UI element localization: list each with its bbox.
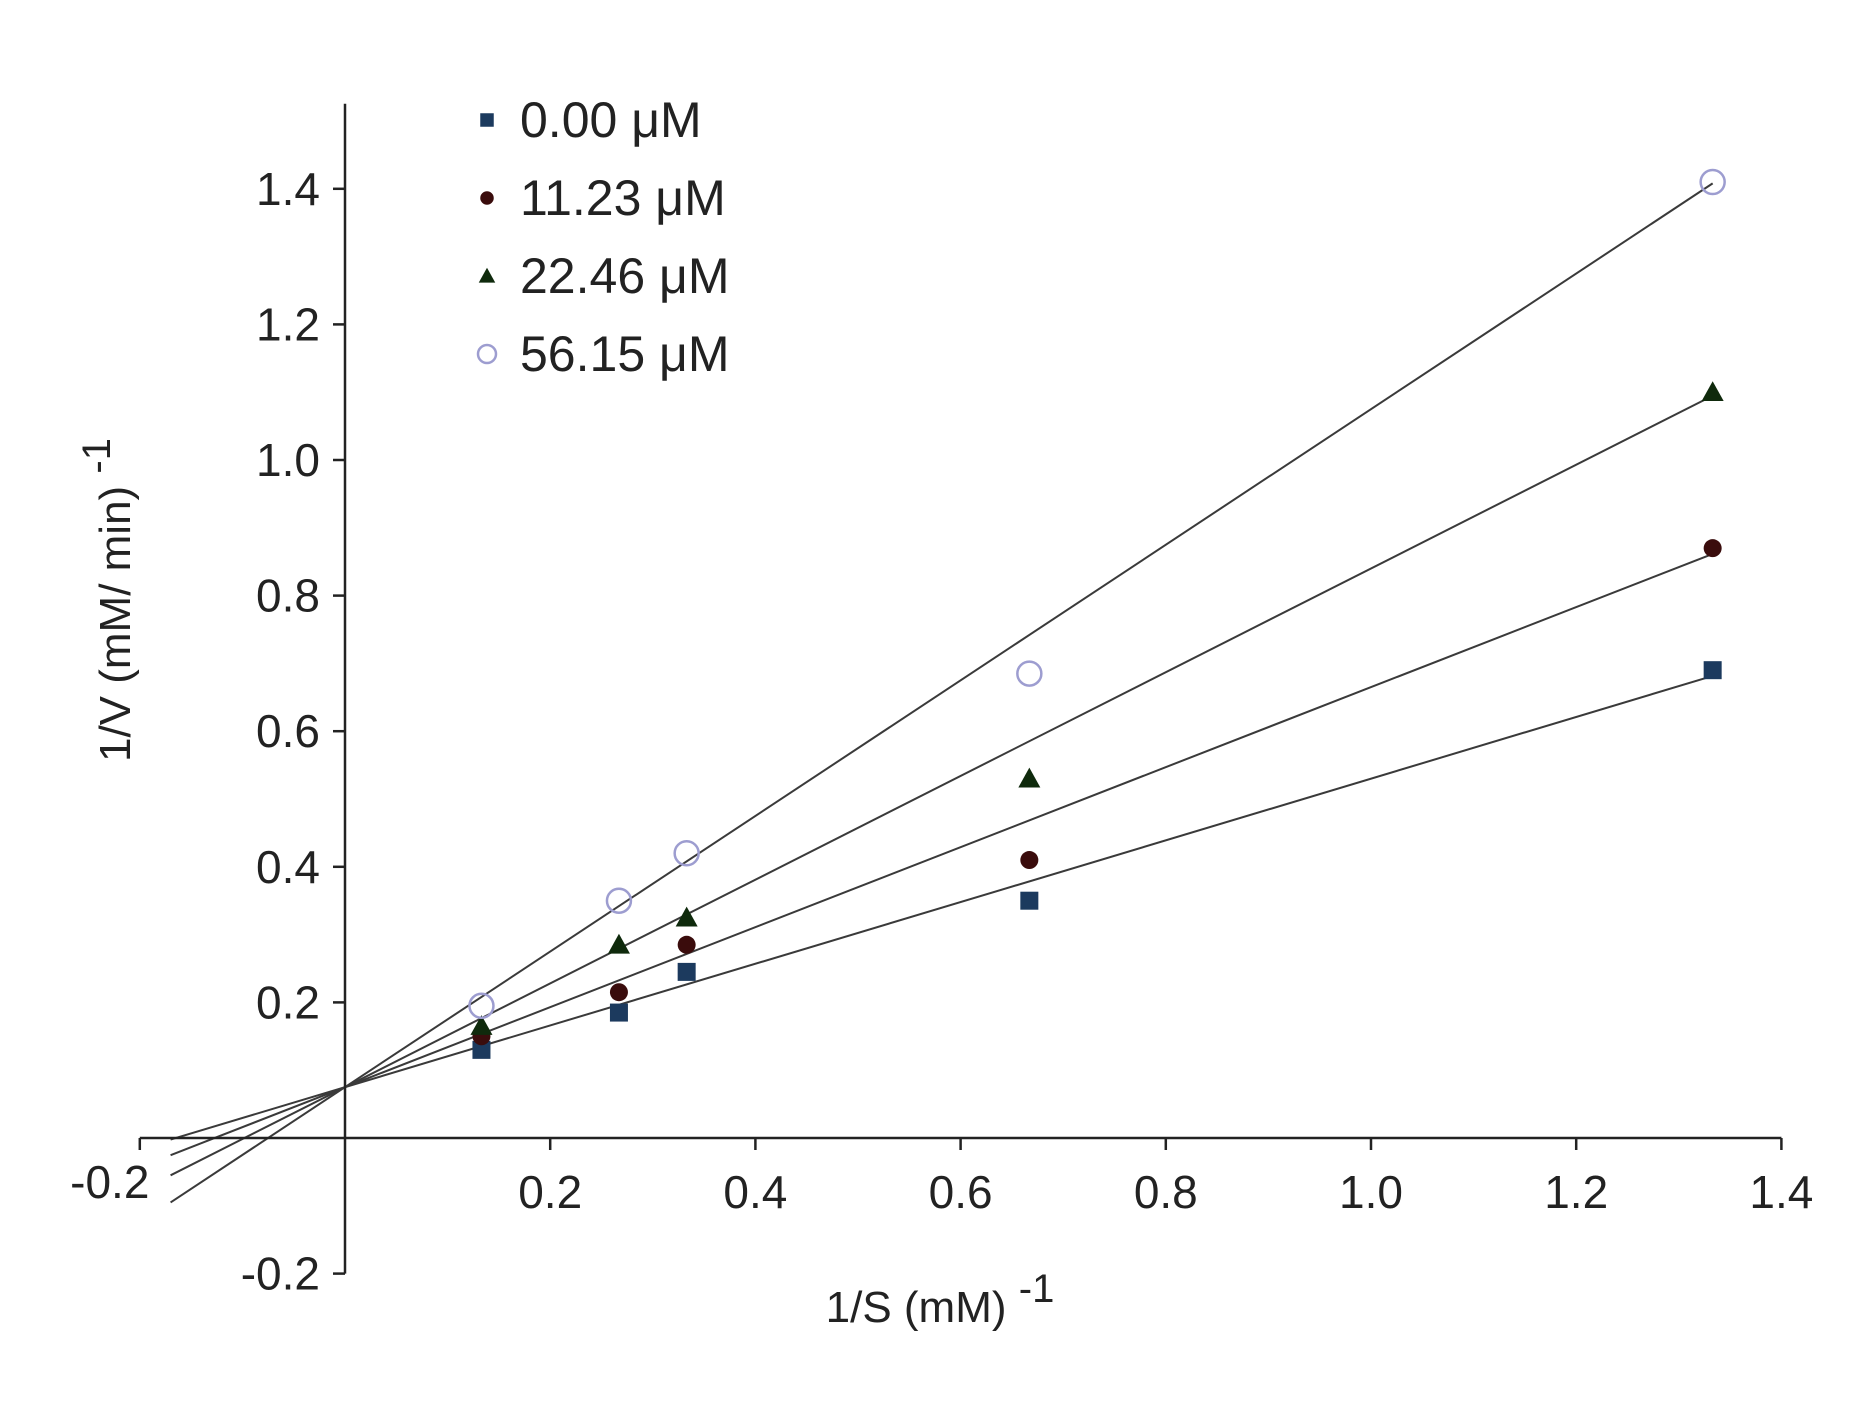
- data-point: [677, 962, 696, 981]
- data-point: [609, 1003, 628, 1022]
- legend-marker: [480, 113, 494, 127]
- data-point: [1703, 539, 1722, 558]
- x-tick-label: -0.2: [70, 1156, 149, 1208]
- y-tick-label: -0.2: [241, 1248, 320, 1300]
- data-point: [1701, 381, 1724, 401]
- x-tick-label: 1.4: [1749, 1166, 1813, 1218]
- y-tick-label: 0.6: [256, 705, 320, 757]
- data-point: [675, 906, 698, 927]
- data-point: [1703, 661, 1722, 680]
- fit-line: [170, 182, 1714, 1204]
- x-tick-label: 0.2: [518, 1166, 582, 1218]
- data-point: [1020, 891, 1039, 910]
- y-tick-label: 0.2: [256, 976, 320, 1028]
- x-tick-label: 0.8: [1134, 1166, 1198, 1218]
- legend: 0.00 μM 11.23 μM 22.46 μM 56.15 μM: [476, 92, 729, 382]
- x-tick-label: 0.6: [929, 1166, 993, 1218]
- x-tick-label: 1.0: [1339, 1166, 1403, 1218]
- data-point: [1699, 168, 1726, 196]
- x-axis-title-text: 1/S (mM): [826, 1283, 1007, 1332]
- fit-line: [170, 394, 1714, 1177]
- legend-label: 11.23 μM: [520, 170, 726, 226]
- x-tick-label: 0.4: [723, 1166, 787, 1218]
- legend-marker: [476, 343, 498, 365]
- data-points: [468, 168, 1726, 1059]
- legend-label: 56.15 μM: [520, 326, 729, 382]
- legend-label: 0.00 μM: [520, 92, 702, 148]
- data-point: [605, 887, 633, 914]
- x-axis-ticks: -0.2 0.2 0.4 0.6 0.8 1.0 1.2 1.4: [70, 1138, 1813, 1218]
- x-axis-title: 1/S (mM) -1: [826, 1267, 1055, 1332]
- fit-line: [170, 674, 1713, 1141]
- data-point: [677, 935, 696, 954]
- x-axis-title-exponent: -1: [1019, 1267, 1055, 1311]
- data-point: [1016, 660, 1043, 687]
- legend-marker: [478, 267, 496, 283]
- data-point: [1018, 767, 1041, 788]
- data-point: [470, 1015, 493, 1035]
- y-axis-title: 1/V (mM/ min) -1: [75, 438, 140, 762]
- y-tick-label: 1.0: [256, 434, 320, 486]
- data-point: [468, 992, 495, 1020]
- fit-line: [170, 552, 1714, 1157]
- x-tick-label: 1.2: [1544, 1166, 1608, 1218]
- legend-marker: [480, 191, 494, 205]
- data-point: [472, 1040, 491, 1059]
- data-point: [607, 933, 630, 954]
- y-axis-title-text: 1/V (mM/ min): [91, 486, 140, 762]
- fit-lines: [170, 182, 1714, 1204]
- y-tick-label: 1.2: [256, 298, 320, 350]
- y-axis-ticks: -0.2 0.2 0.4 0.6 0.8 1.0 1.2 1.4: [241, 163, 345, 1300]
- axes: [139, 103, 1782, 1274]
- data-point: [609, 983, 628, 1002]
- data-point: [673, 839, 700, 867]
- y-tick-label: 0.8: [256, 570, 320, 622]
- y-tick-label: 0.4: [256, 841, 320, 893]
- y-tick-label: 1.4: [256, 163, 320, 215]
- data-point: [1020, 851, 1039, 870]
- y-axis-title-exponent: -1: [75, 438, 119, 474]
- legend-label: 22.46 μM: [520, 248, 729, 304]
